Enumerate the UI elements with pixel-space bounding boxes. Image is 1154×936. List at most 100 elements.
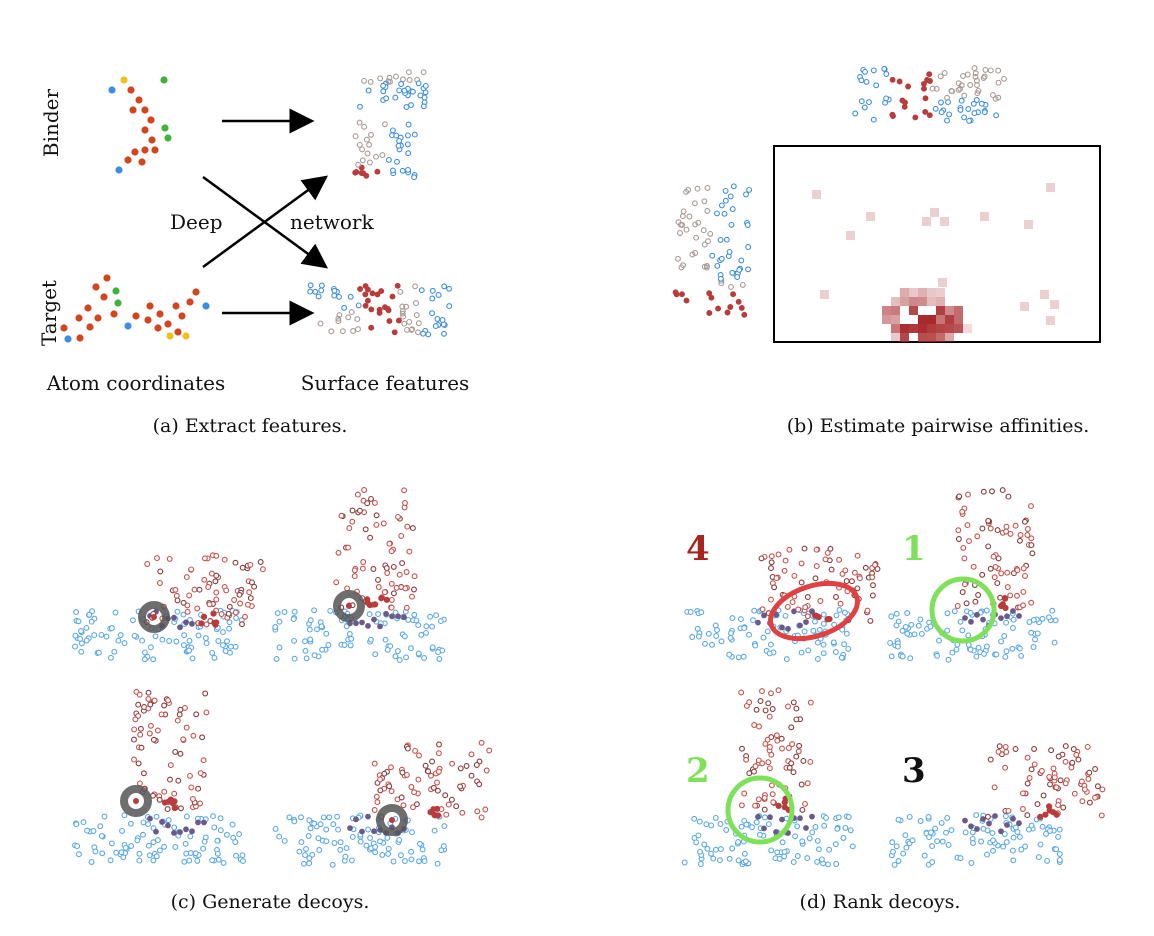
surface-point [347, 642, 354, 649]
network-label: network [290, 210, 374, 234]
surface-point [183, 813, 190, 820]
surface-point [441, 330, 447, 337]
surface-point [409, 525, 416, 532]
surface-point [973, 97, 980, 103]
heatmap-cell [963, 324, 972, 333]
surface-point [339, 328, 346, 335]
surface-point [183, 574, 190, 581]
surface-point [159, 636, 166, 643]
surface-point [987, 756, 994, 763]
surface-point [978, 838, 985, 845]
surface-point [411, 131, 418, 138]
surface-point [186, 857, 193, 864]
interface-point [785, 625, 791, 632]
surface-point [99, 850, 106, 857]
heatmap-cell [954, 306, 963, 315]
surface-point [834, 825, 841, 832]
surface-point [798, 649, 805, 656]
surface-point [355, 302, 362, 309]
surface-point [967, 82, 974, 88]
surface-point [199, 734, 206, 741]
surface-point [468, 751, 475, 758]
surface-point [473, 762, 480, 768]
surface-point [434, 787, 441, 794]
surface-point [1024, 812, 1031, 819]
surface-point [367, 636, 374, 643]
surface-point [385, 845, 392, 852]
surface-point [449, 760, 456, 767]
interface-point [962, 817, 968, 824]
surface-point [180, 611, 187, 618]
surface-point [981, 109, 988, 116]
surface-point [954, 603, 961, 609]
surface-point [722, 197, 729, 204]
cross-arrow-up [202, 175, 329, 269]
surface-point [789, 741, 796, 748]
surface-point [704, 208, 711, 214]
surface-point [381, 770, 388, 777]
surface-point [336, 293, 342, 300]
surface-point [357, 103, 363, 110]
surface-point [385, 850, 392, 857]
surface-point [331, 840, 338, 846]
surface-point [174, 717, 181, 724]
surface-point [896, 78, 903, 85]
surface-point [375, 584, 382, 590]
surface-point [995, 67, 1002, 74]
surface-point [687, 609, 694, 615]
surface-point [1056, 826, 1063, 833]
surface-point [395, 142, 402, 149]
surface-point [406, 548, 413, 555]
atom [60, 324, 68, 332]
interface-point [803, 619, 809, 625]
interface-point [153, 828, 159, 835]
surface-point [766, 765, 773, 772]
surface-point [330, 821, 337, 828]
surface-point [820, 611, 827, 618]
surface-point [978, 100, 985, 107]
surface-point [795, 606, 802, 613]
docking-site-ring [376, 804, 408, 836]
surface-point [359, 565, 366, 572]
surface-point [399, 167, 406, 174]
surface-point [793, 753, 800, 760]
surface-point [215, 638, 222, 644]
surface-point [959, 508, 966, 515]
atom [141, 126, 149, 134]
surface-point [774, 849, 781, 856]
surface-point [798, 781, 805, 788]
surface-point [872, 561, 878, 568]
surface-point [677, 230, 683, 236]
surface-point [738, 802, 745, 809]
atom [138, 158, 146, 166]
surface-point [239, 621, 245, 628]
heatmap-cell [954, 324, 963, 333]
surface-point [827, 545, 834, 552]
surface-point [345, 314, 352, 321]
surface-point [842, 824, 849, 831]
surface-point [429, 758, 436, 765]
surface-point [987, 565, 994, 572]
surface-point [108, 625, 115, 632]
surface-point [943, 829, 949, 836]
surface-point [891, 861, 898, 868]
surface-point [440, 843, 447, 850]
surface-point [335, 315, 342, 322]
interface-point [980, 816, 986, 822]
surface-point [373, 793, 380, 800]
surface-point [112, 609, 119, 616]
surface-point [413, 617, 420, 624]
surface-point [231, 597, 238, 603]
surface-point [729, 269, 736, 276]
surface-point [822, 556, 829, 563]
surface-point [362, 302, 369, 309]
heatmap-cell [945, 324, 954, 333]
surface-point [388, 580, 395, 587]
binder-atom-coordinates [108, 76, 172, 174]
heatmap-cell [866, 212, 875, 221]
heatmap-cell [891, 324, 900, 333]
surface-point [307, 617, 314, 624]
surface-point [927, 829, 934, 836]
heatmap-cell [940, 217, 949, 226]
surface-point [776, 855, 783, 862]
